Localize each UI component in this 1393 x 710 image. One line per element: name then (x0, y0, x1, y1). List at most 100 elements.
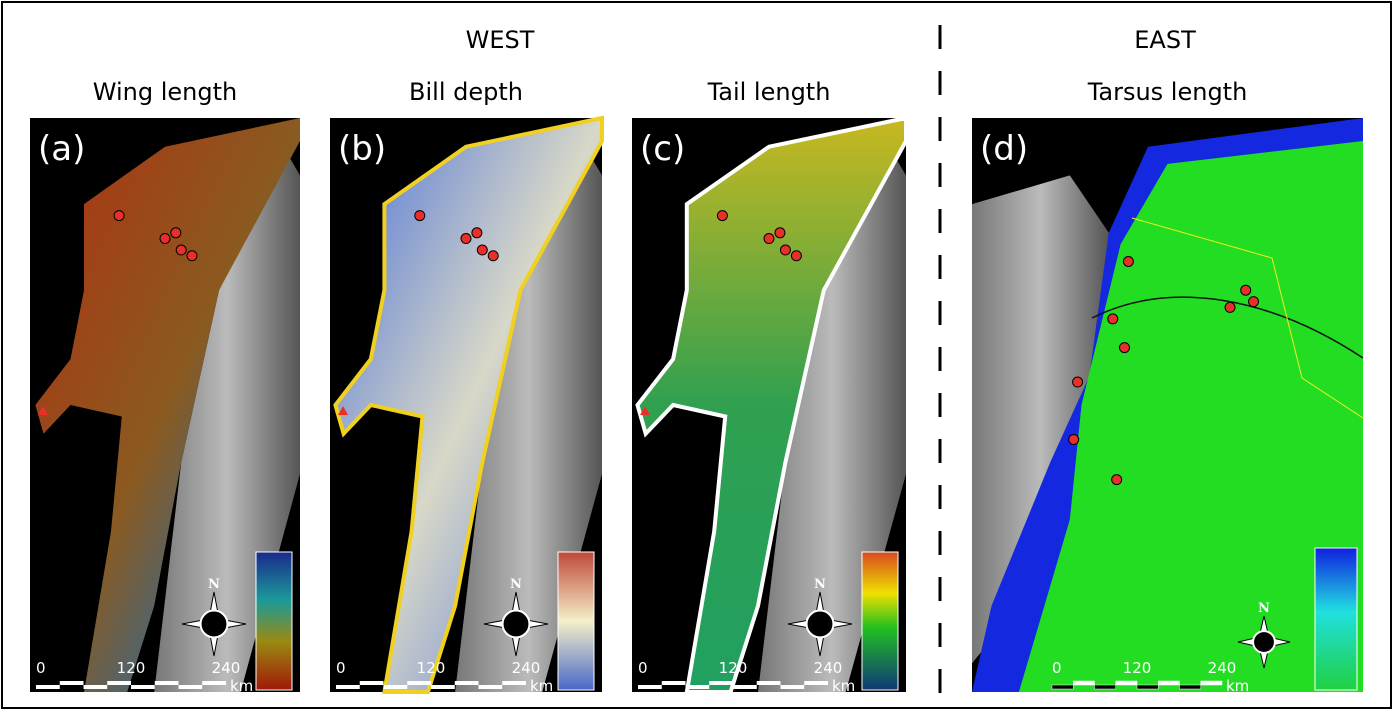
scale-segment (1073, 680, 1095, 686)
scale-segment (383, 685, 408, 689)
scale-segment (502, 681, 526, 685)
scale-label: 0 (638, 659, 648, 677)
color-legend (557, 551, 595, 691)
color-legend (255, 551, 293, 691)
panel-letter: (a) (38, 129, 85, 169)
scale-segment (202, 681, 226, 685)
scale-segment (1115, 680, 1138, 686)
scale-segment (59, 681, 84, 685)
scale-segment (685, 685, 710, 689)
lowland (35, 118, 301, 692)
compass-center (1252, 630, 1276, 654)
scale-segment (454, 681, 479, 685)
scale-segment (178, 685, 203, 689)
scale-unit: km (1226, 677, 1249, 695)
scale-segment (756, 681, 781, 685)
color-legend (861, 551, 899, 691)
scale-segment (36, 685, 60, 689)
lowland (635, 115, 908, 694)
sample-triangle (38, 406, 48, 415)
sample-site (414, 210, 426, 222)
scale-segment (478, 685, 503, 689)
sample-triangle (640, 406, 650, 415)
compass-north: N (208, 577, 220, 592)
compass-center (501, 609, 531, 639)
panel-title: Wing length (93, 78, 237, 106)
sample-site (779, 244, 791, 256)
sample-site (476, 244, 488, 256)
scale-label: 0 (36, 659, 46, 677)
scale-segment (804, 681, 828, 685)
scale-segment (107, 681, 131, 685)
sample-site (1118, 342, 1130, 354)
sample-site (159, 233, 171, 245)
scale-label: 120 (417, 659, 446, 677)
boundary (1131, 217, 1364, 419)
compass-north: N (814, 577, 826, 592)
panel-letter: (b) (338, 129, 386, 169)
sample-site (1107, 313, 1119, 325)
sample-site (113, 210, 125, 222)
sample-site (170, 227, 182, 239)
scale-segment (638, 685, 662, 689)
scale-unit: km (832, 677, 855, 695)
sample-site (175, 244, 187, 256)
sample-site (716, 210, 728, 222)
scale-segment (1179, 684, 1201, 690)
scale-segment (661, 681, 686, 685)
scale-segment (359, 681, 384, 685)
color-legend (1314, 547, 1358, 691)
sample-site (1224, 301, 1236, 313)
scale-label: 240 (814, 659, 843, 677)
scale-segment (733, 685, 757, 689)
region-label: EAST (1134, 26, 1196, 54)
scale-segment (83, 685, 108, 689)
sample-site (487, 250, 499, 262)
region-label: WEST (466, 26, 535, 54)
scale-segment (431, 685, 455, 689)
river (1091, 296, 1364, 359)
sample-site (774, 227, 786, 239)
sample-site (1072, 376, 1084, 388)
scale-segment (154, 681, 179, 685)
scale-unit: km (530, 677, 553, 695)
panel-letter: (c) (640, 129, 685, 169)
panel-title: Tail length (707, 78, 831, 106)
panel-letter: (d) (980, 129, 1028, 169)
scale-segment (1158, 680, 1180, 686)
compass-center (199, 609, 229, 639)
sample-site (460, 233, 472, 245)
scale-label: 240 (212, 659, 241, 677)
scale-label: 120 (117, 659, 146, 677)
scale-label: 240 (512, 659, 541, 677)
scale-label: 120 (719, 659, 748, 677)
sample-site (186, 250, 198, 262)
sample-site (1111, 474, 1123, 486)
sample-triangle (338, 406, 348, 415)
scale-segment (336, 685, 360, 689)
scale-segment (1136, 684, 1159, 690)
compass-center (805, 609, 835, 639)
scale-segment (407, 681, 431, 685)
sample-site (1240, 284, 1252, 296)
sample-site (1122, 256, 1134, 267)
scale-segment (1051, 684, 1074, 690)
sample-site (1068, 433, 1080, 445)
scale-segment (1200, 680, 1223, 686)
scale-segment (1094, 684, 1116, 690)
scale-label: 0 (336, 659, 346, 677)
sample-site (471, 227, 483, 239)
sample-site (1248, 296, 1260, 308)
panel-title: Bill depth (409, 78, 523, 106)
compass-north: N (510, 577, 522, 592)
mountains (972, 175, 1109, 664)
scale-unit: km (230, 677, 253, 695)
lowland (333, 115, 604, 694)
scale-segment (131, 685, 155, 689)
scale-label: 0 (1052, 659, 1062, 677)
sample-site (763, 233, 775, 245)
scale-segment (709, 681, 733, 685)
compass-north: N (1258, 601, 1270, 616)
